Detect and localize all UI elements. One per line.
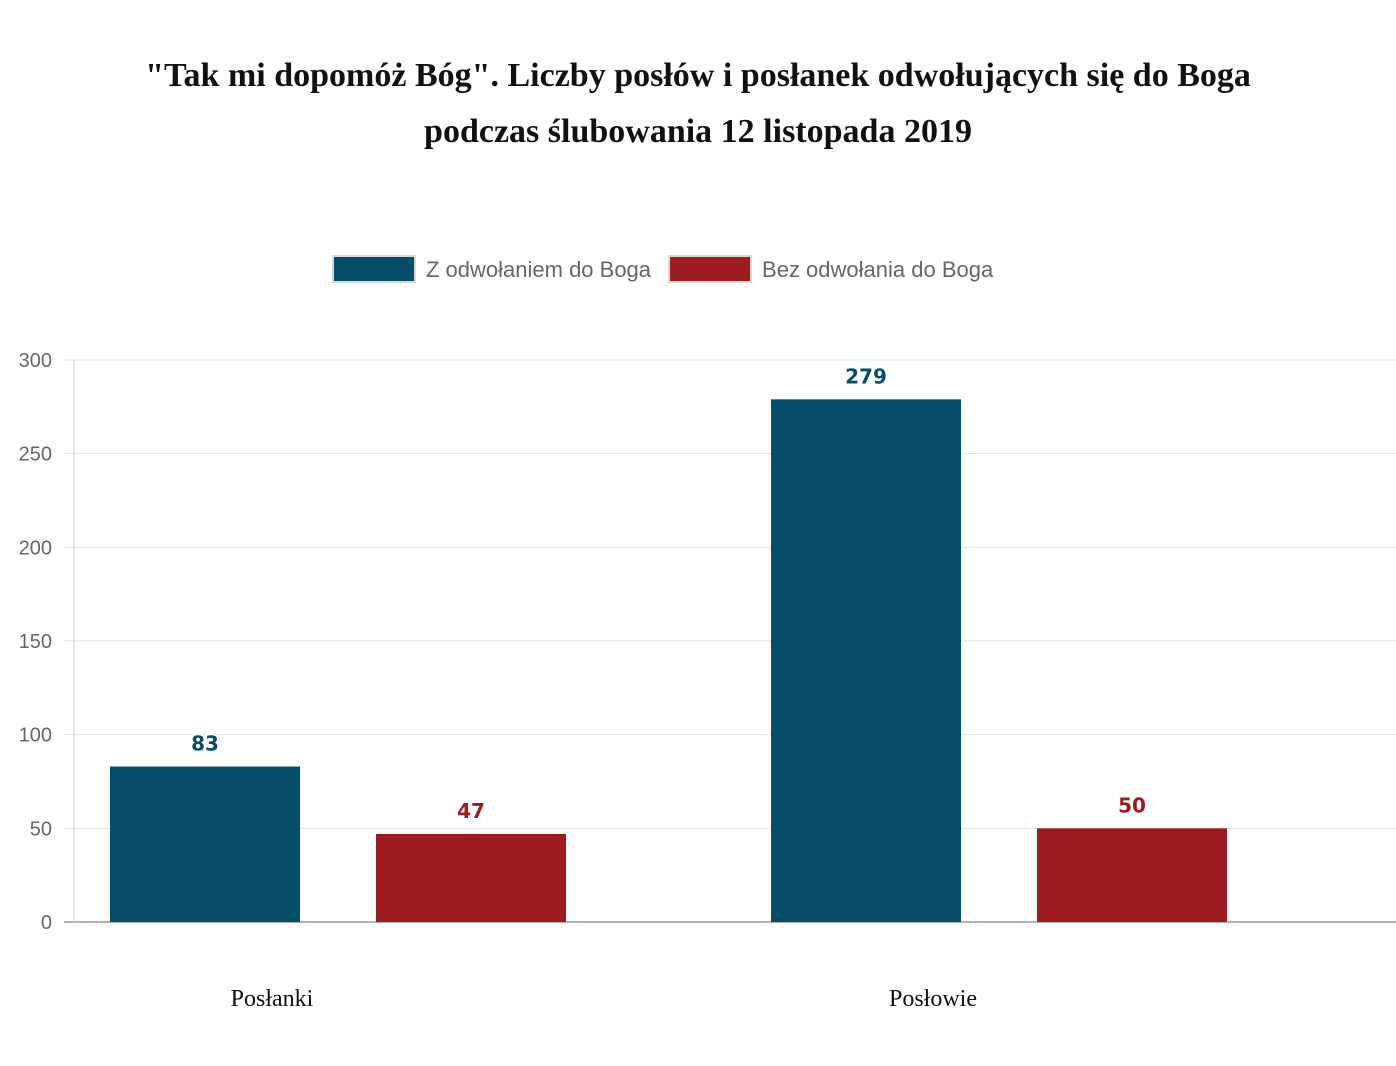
bar — [1037, 828, 1227, 922]
y-tick-label: 0 — [41, 912, 52, 934]
chart-title-line-1: "Tak mi dopomóż Bóg". Liczby posłów i po… — [145, 57, 1251, 94]
data-label: 47 — [457, 799, 485, 823]
x-axis: Posłanki Posłowie — [231, 986, 977, 1012]
y-tick-label: 150 — [19, 631, 52, 653]
data-label: 50 — [1118, 793, 1146, 817]
category-label: Posłowie — [889, 986, 977, 1012]
y-axis: 0 50 100 150 200 250 300 — [19, 350, 75, 934]
chart-title: "Tak mi dopomóż Bóg". Liczby posłów i po… — [0, 48, 1396, 160]
legend-swatch — [332, 255, 416, 283]
y-tick-label: 100 — [19, 725, 52, 747]
bar — [771, 399, 961, 923]
bar — [110, 766, 300, 922]
legend-label: Z odwołaniem do Boga — [426, 257, 652, 282]
y-tick-label: 200 — [19, 537, 52, 559]
bars — [110, 399, 1227, 923]
data-label: 279 — [845, 364, 887, 388]
legend-swatch — [668, 255, 753, 283]
y-tick-label: 250 — [19, 444, 52, 466]
bar — [376, 833, 566, 922]
data-label: 83 — [191, 732, 219, 756]
legend: Z odwołaniem do Boga Bez odwołania do Bog… — [332, 255, 994, 283]
y-tick-label: 50 — [30, 818, 52, 840]
legend-label: Bez odwołania do Boga — [762, 257, 994, 282]
y-tick-label: 300 — [19, 350, 52, 372]
chart-title-line-2: podczas ślubowania 12 listopada 2019 — [424, 113, 972, 150]
data-labels: 83 47 279 50 — [189, 362, 1148, 825]
category-label: Posłanki — [231, 986, 314, 1012]
